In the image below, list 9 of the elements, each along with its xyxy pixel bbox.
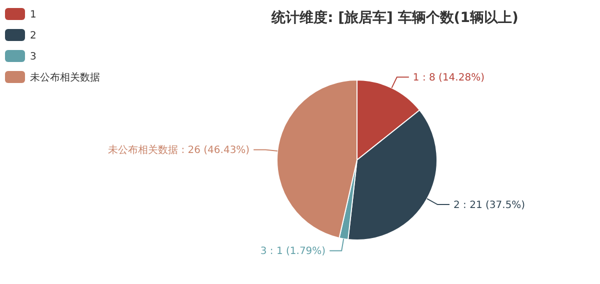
data-label: 2 : 21 (37.5%) [454, 200, 526, 211]
legend-label: 2 [30, 30, 36, 42]
data-label: 未公布相关数据 : 26 (46.43%) [108, 144, 250, 156]
data-label: 3 : 1 (1.79%) [260, 246, 326, 258]
data-label: 1 : 8 (14.28%) [412, 72, 485, 84]
chart-title: 统计维度: [旅居车] 车辆个数(1辆以上) [270, 9, 518, 26]
legend-label: 未公布相关数据 [30, 72, 100, 84]
legend-label: 3 [30, 52, 36, 62]
legend-label: 1 [30, 10, 36, 20]
